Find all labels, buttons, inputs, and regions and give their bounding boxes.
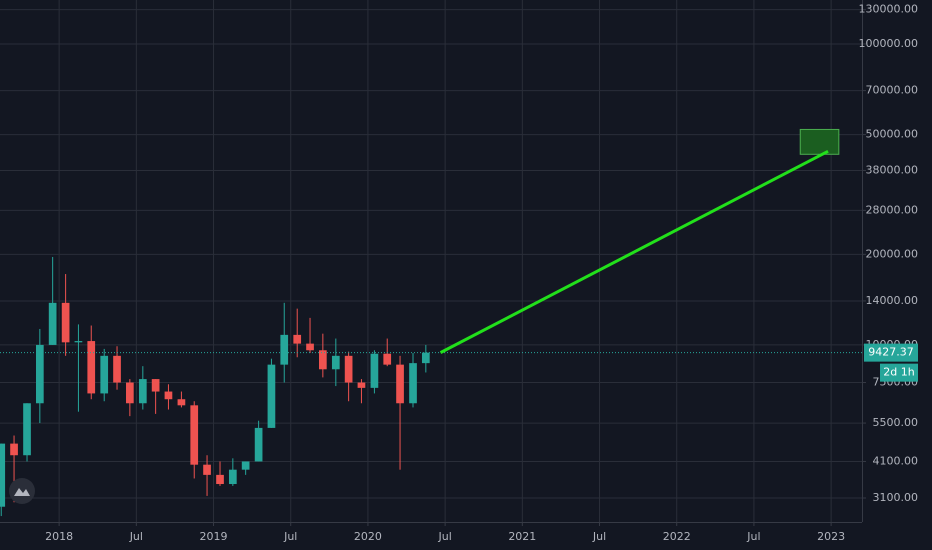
candle-body bbox=[357, 382, 366, 388]
candle-body bbox=[151, 379, 160, 392]
candle-body bbox=[126, 382, 134, 404]
candle-body bbox=[138, 379, 147, 404]
projection-line bbox=[439, 149, 829, 354]
y-tick-label: 70000.00 bbox=[866, 84, 919, 97]
y-tick-label: 20000.00 bbox=[866, 247, 919, 260]
candle-body bbox=[190, 405, 199, 465]
candle-body bbox=[370, 353, 379, 388]
candle-body bbox=[48, 302, 57, 345]
candle-body bbox=[228, 469, 237, 485]
y-tick-label: 28000.00 bbox=[866, 203, 919, 216]
x-tick-label: 2018 bbox=[45, 530, 73, 543]
candle-body bbox=[421, 352, 430, 364]
x-tick-label: 2023 bbox=[817, 530, 845, 543]
candle-body bbox=[216, 474, 224, 485]
candle-body bbox=[10, 443, 18, 456]
x-tick-label: Jul bbox=[129, 530, 143, 543]
candle-body bbox=[254, 427, 263, 462]
x-tick-label: 2021 bbox=[508, 530, 536, 543]
candle-body bbox=[164, 391, 173, 400]
y-tick-label: 38000.00 bbox=[866, 163, 919, 176]
candle-body bbox=[280, 334, 289, 365]
candle-body bbox=[0, 443, 6, 507]
candle-body bbox=[267, 364, 276, 428]
candle-body bbox=[61, 302, 70, 343]
candle-body bbox=[113, 355, 121, 383]
candle-body bbox=[344, 355, 353, 383]
countdown-label: 2d 1h bbox=[883, 366, 914, 379]
y-tick-label: 14000.00 bbox=[866, 294, 919, 307]
candle-body bbox=[177, 399, 186, 406]
candle-body bbox=[383, 353, 392, 365]
x-tick-label: Jul bbox=[437, 530, 451, 543]
candle-body bbox=[35, 344, 44, 404]
price-badge-label: 9427.37 bbox=[868, 346, 914, 359]
x-tick-label: Jul bbox=[283, 530, 297, 543]
candle-body bbox=[100, 355, 109, 394]
candle-body bbox=[293, 334, 302, 344]
x-tick-label: Jul bbox=[592, 530, 606, 543]
y-tick-label: 3100.00 bbox=[873, 491, 919, 504]
logo-circle[interactable] bbox=[9, 478, 35, 504]
x-tick-label: 2020 bbox=[354, 530, 382, 543]
y-tick-label: 5500.00 bbox=[873, 416, 919, 429]
candle-body bbox=[23, 403, 31, 456]
y-tick-label: 50000.00 bbox=[866, 128, 919, 141]
candle-body bbox=[241, 461, 250, 470]
candle-body bbox=[409, 363, 417, 404]
x-tick-label: 2019 bbox=[200, 530, 228, 543]
candle-body bbox=[306, 343, 314, 351]
logo-icon[interactable] bbox=[14, 488, 30, 496]
x-tick-label: Jul bbox=[746, 530, 760, 543]
candle-body bbox=[203, 464, 211, 475]
candle-body bbox=[87, 341, 96, 394]
countdown-badge bbox=[880, 363, 918, 382]
candle-body bbox=[319, 350, 327, 370]
logo[interactable] bbox=[9, 478, 35, 504]
y-tick-label: 4100.00 bbox=[873, 454, 919, 467]
target-box bbox=[799, 128, 840, 155]
x-tick-label: 2022 bbox=[663, 530, 691, 543]
price-badge bbox=[864, 343, 918, 362]
y-tick-label: 130000.00 bbox=[859, 3, 919, 16]
candle-body bbox=[331, 355, 340, 370]
candle-body bbox=[396, 364, 404, 404]
candle-body bbox=[74, 341, 83, 343]
y-tick-label: 100000.00 bbox=[859, 37, 919, 50]
